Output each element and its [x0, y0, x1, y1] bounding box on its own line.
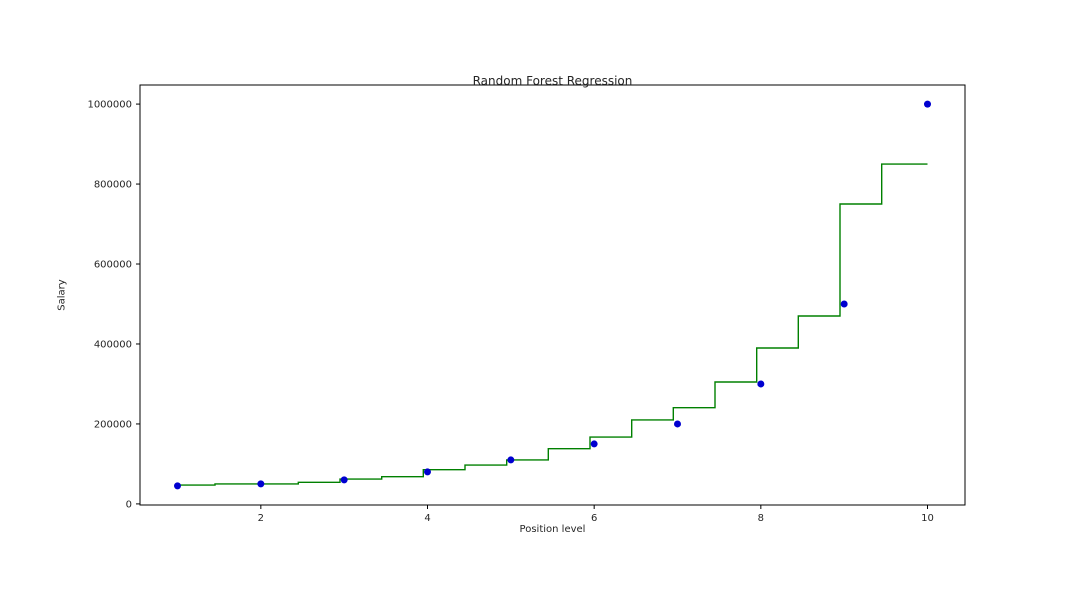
chart-title: Random Forest Regression: [472, 74, 633, 88]
data-point: [424, 468, 431, 476]
y-tick-label: 1000000: [87, 100, 132, 111]
data-point: [840, 300, 848, 308]
x-tick-label: 4: [424, 513, 430, 524]
y-tick-label: 800000: [94, 180, 132, 191]
data-point: [507, 456, 515, 464]
data-point: [757, 380, 765, 388]
data-point: [257, 480, 265, 488]
data-point: [674, 420, 681, 428]
y-tick-label: 200000: [94, 419, 132, 430]
y-axis-label: Salary: [56, 279, 68, 311]
data-point: [924, 100, 931, 108]
x-tick-label: 6: [591, 513, 597, 524]
data-point: [340, 476, 348, 484]
x-tick-label: 8: [758, 513, 764, 524]
x-axis-label: Position level: [519, 524, 586, 535]
prediction-step-line: [177, 163, 928, 486]
y-tick-label: 400000: [94, 339, 132, 350]
data-point: [590, 440, 598, 448]
y-tick-label: 0: [126, 499, 132, 510]
x-tick-label: 2: [258, 513, 264, 524]
axes-frame: [139, 84, 966, 506]
x-tick-label: 10: [921, 513, 934, 524]
data-point: [174, 482, 181, 490]
y-tick-label: 600000: [94, 260, 132, 271]
